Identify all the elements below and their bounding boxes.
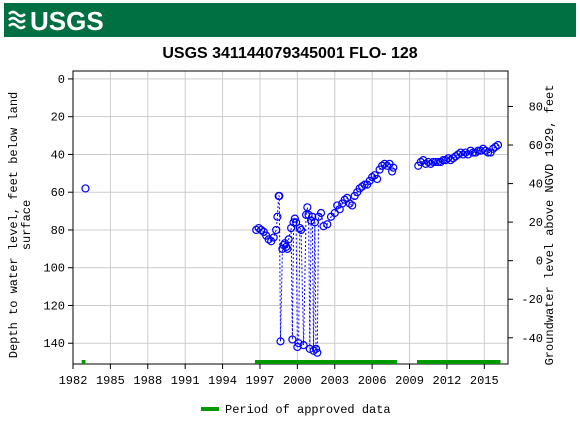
y-tick-label: 80 bbox=[51, 224, 65, 238]
data-point bbox=[303, 203, 312, 212]
legend-label: Period of approved data bbox=[225, 403, 391, 417]
data-point bbox=[456, 148, 465, 157]
y2-tick-label: 40 bbox=[529, 178, 543, 192]
y2-tick-label: 0 bbox=[536, 255, 543, 269]
logo-text: USGS bbox=[30, 6, 104, 36]
x-tick-label: 2000 bbox=[283, 374, 312, 388]
data-point bbox=[436, 157, 445, 167]
x-tick-label: 2006 bbox=[358, 374, 387, 388]
x-tick-label: 1997 bbox=[246, 374, 275, 388]
x-tick-label: 1985 bbox=[96, 374, 125, 388]
data-point bbox=[276, 337, 285, 346]
data-point bbox=[316, 208, 326, 218]
data-point bbox=[311, 344, 321, 353]
data-point bbox=[380, 159, 389, 168]
x-tick-label: 1982 bbox=[59, 374, 88, 388]
data-point bbox=[459, 150, 468, 159]
data-point bbox=[269, 233, 278, 242]
data-point bbox=[81, 184, 90, 193]
data-point bbox=[273, 212, 282, 221]
data-point bbox=[476, 146, 485, 155]
data-point bbox=[387, 167, 397, 176]
data-point bbox=[389, 163, 398, 172]
x-tick-label: 2015 bbox=[470, 374, 499, 388]
x-tick-label: 2003 bbox=[320, 374, 349, 388]
data-point bbox=[283, 244, 292, 253]
data-point bbox=[282, 242, 291, 252]
y-tick-label: 40 bbox=[51, 148, 65, 162]
data-point bbox=[257, 225, 266, 235]
data-point bbox=[421, 159, 430, 168]
data-point bbox=[373, 174, 382, 184]
data-point bbox=[454, 150, 463, 159]
x-tick-label: 1988 bbox=[133, 374, 162, 388]
x-tick-label: 1994 bbox=[208, 374, 237, 388]
y-axis-label: surface bbox=[20, 200, 34, 250]
data-point bbox=[275, 191, 284, 201]
y-tick-label: 140 bbox=[43, 337, 65, 351]
data-point bbox=[299, 341, 308, 350]
data-point bbox=[296, 225, 306, 235]
approved-period bbox=[81, 360, 86, 364]
data-point bbox=[288, 335, 297, 344]
data-point bbox=[292, 218, 301, 227]
y-tick-label: 120 bbox=[43, 299, 65, 313]
plot-frame bbox=[72, 70, 509, 365]
header-bar bbox=[4, 3, 576, 37]
data-point bbox=[323, 220, 332, 229]
data-point bbox=[491, 142, 500, 151]
data-point bbox=[295, 223, 304, 233]
data-point bbox=[481, 146, 490, 155]
data-point bbox=[493, 140, 503, 150]
x-tick-label: 2012 bbox=[433, 374, 462, 388]
data-point bbox=[444, 154, 453, 163]
data-point bbox=[431, 157, 440, 167]
approved-period bbox=[417, 360, 501, 364]
data-point bbox=[358, 182, 367, 191]
y-tick-label: 100 bbox=[43, 262, 65, 276]
data-point bbox=[368, 172, 377, 182]
chart-title: USGS 341144079345001 FLO- 128 bbox=[162, 45, 417, 62]
data-point bbox=[469, 148, 478, 157]
data-line bbox=[255, 144, 499, 353]
y-tick-label: 20 bbox=[51, 111, 65, 125]
x-tick-label: 1991 bbox=[171, 374, 200, 388]
data-point bbox=[434, 157, 443, 167]
y2-tick-label: 20 bbox=[529, 216, 543, 230]
y-tick-label: 60 bbox=[51, 186, 65, 200]
y2-axis-label: Groundwater level above NGVD 1929, feet bbox=[543, 85, 557, 366]
data-point bbox=[289, 218, 298, 227]
data-point bbox=[252, 225, 261, 235]
y2-tick-label: -40 bbox=[521, 332, 543, 346]
y-axis-label: Depth to water level, feet below land bbox=[7, 92, 21, 358]
data-point bbox=[290, 214, 299, 223]
data-point bbox=[378, 161, 387, 170]
y2-tick-label: 80 bbox=[529, 100, 543, 114]
x-tick-label: 2009 bbox=[395, 374, 424, 388]
y2-tick-label: -20 bbox=[521, 293, 543, 307]
data-point bbox=[313, 348, 322, 357]
y-tick-label: 0 bbox=[58, 73, 65, 87]
data-point bbox=[471, 148, 480, 157]
data-point bbox=[310, 218, 319, 227]
data-point bbox=[294, 339, 303, 348]
y2-tick-label: 60 bbox=[529, 139, 543, 153]
data-point bbox=[441, 156, 450, 165]
data-point bbox=[426, 159, 435, 168]
logo-icon bbox=[8, 10, 26, 30]
data-point bbox=[272, 225, 281, 235]
data-point bbox=[264, 235, 273, 244]
approved-period bbox=[254, 360, 398, 364]
data-point bbox=[284, 235, 293, 244]
data-point bbox=[348, 201, 357, 210]
data-point bbox=[345, 199, 354, 208]
